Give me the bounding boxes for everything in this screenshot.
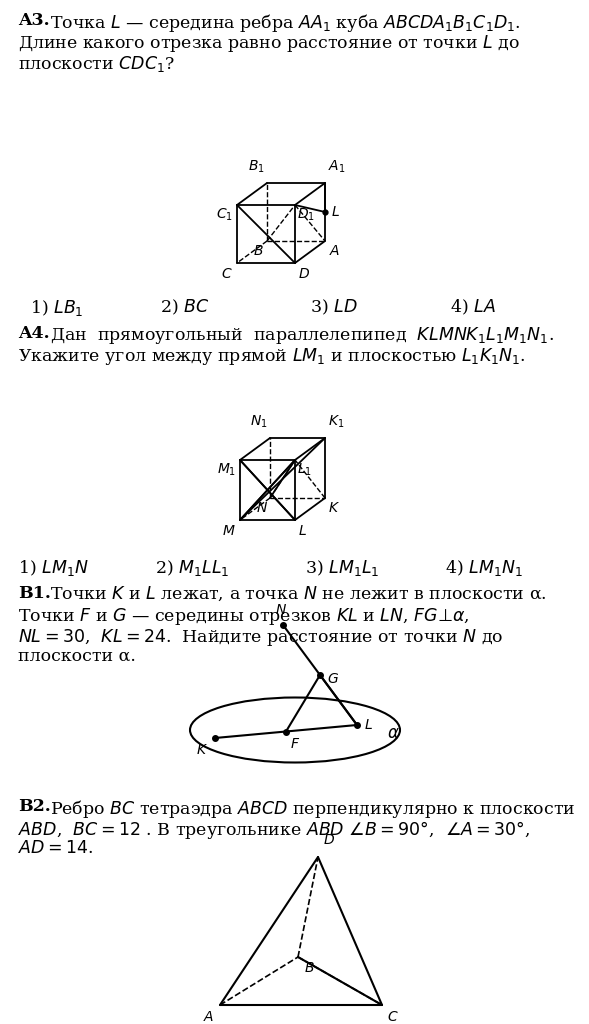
Text: 2) $M_1LL_1$: 2) $M_1LL_1$ — [155, 558, 230, 578]
Text: $\alpha$: $\alpha$ — [387, 725, 400, 742]
Text: A4.: A4. — [18, 325, 49, 342]
Text: плоскости α.: плоскости α. — [18, 648, 136, 665]
Text: $N$: $N$ — [275, 603, 287, 617]
Text: $NL = 30$,  $KL = 24$.  Найдите расстояние от точки $N$ до: $NL = 30$, $KL = 24$. Найдите расстояние… — [18, 627, 504, 648]
Text: $K$: $K$ — [196, 743, 208, 757]
Text: $A$: $A$ — [329, 244, 340, 258]
Text: 4) $LA$: 4) $LA$ — [450, 298, 496, 317]
Text: Точки $K$ и $L$ лежат, а точка $N$ не лежит в плоскости α.: Точки $K$ и $L$ лежат, а точка $N$ не ле… — [50, 585, 547, 603]
Text: $ABD$,  $BC = 12$ . В треугольнике $ABD$ $\angle B = 90°$,  $\angle A = 30°$,: $ABD$, $BC = 12$ . В треугольнике $ABD$ … — [18, 819, 530, 841]
Text: Точка $L$ — середина ребра $AA_1$ куба $ABCDA_1B_1C_1D_1$.: Точка $L$ — середина ребра $AA_1$ куба $… — [50, 12, 521, 34]
Text: 1) $LM_1N$: 1) $LM_1N$ — [18, 558, 89, 578]
Text: Длине какого отрезка равно расстояние от точки $L$ до: Длине какого отрезка равно расстояние от… — [18, 33, 520, 54]
Text: 3) $LM_1L_1$: 3) $LM_1L_1$ — [305, 558, 379, 578]
Text: $D_1$: $D_1$ — [297, 207, 315, 223]
Text: B1.: B1. — [18, 585, 51, 602]
Text: B2.: B2. — [18, 798, 51, 815]
Text: $M$: $M$ — [223, 524, 236, 538]
Text: $B$: $B$ — [253, 244, 264, 258]
Text: 2) $BC$: 2) $BC$ — [160, 298, 209, 317]
Text: $K$: $K$ — [328, 501, 340, 515]
Text: $B_1$: $B_1$ — [248, 159, 265, 175]
Text: $F$: $F$ — [290, 736, 300, 751]
Text: $M_1$: $M_1$ — [217, 462, 236, 478]
Text: $K_1$: $K_1$ — [328, 414, 345, 430]
Text: 4) $LM_1N_1$: 4) $LM_1N_1$ — [445, 558, 523, 578]
Text: Ребро $BC$ тетраэдра $ABCD$ перпендикулярно к плоскости: Ребро $BC$ тетраэдра $ABCD$ перпендикуля… — [50, 798, 575, 820]
Text: A3.: A3. — [18, 12, 49, 29]
Text: 3) $LD$: 3) $LD$ — [310, 298, 358, 317]
Text: $A$: $A$ — [203, 1010, 214, 1024]
Text: Укажите угол между прямой $LM_1$ и плоскостью $L_1K_1N_1$.: Укажите угол между прямой $LM_1$ и плоск… — [18, 346, 526, 367]
Text: $C_1$: $C_1$ — [216, 207, 233, 223]
Text: $A_1$: $A_1$ — [328, 159, 346, 175]
Text: $D$: $D$ — [323, 833, 335, 847]
Text: $L$: $L$ — [331, 205, 340, 219]
Text: $B$: $B$ — [304, 961, 315, 975]
Text: $L$: $L$ — [364, 718, 373, 732]
Text: Точки $F$ и $G$ — середины отрезков $KL$ и $LN$, $FG ⊥ α$,: Точки $F$ и $G$ — середины отрезков $KL$… — [18, 606, 469, 627]
Text: $C$: $C$ — [387, 1010, 399, 1024]
Text: $N$: $N$ — [256, 501, 268, 515]
Text: плоскости $CDC_1$?: плоскости $CDC_1$? — [18, 54, 175, 74]
Text: $N_1$: $N_1$ — [250, 414, 268, 430]
Text: Дан  прямоугольный  параллелепипед  $KLMNK_1L_1M_1N_1$.: Дан прямоугольный параллелепипед $KLMNK_… — [50, 325, 554, 346]
Text: $C$: $C$ — [221, 267, 233, 281]
Text: $L$: $L$ — [298, 524, 307, 538]
Text: $L_1$: $L_1$ — [297, 462, 312, 478]
Text: $G$: $G$ — [327, 672, 339, 686]
Text: $D$: $D$ — [298, 267, 310, 281]
Text: 1) $LB_1$: 1) $LB_1$ — [30, 298, 84, 318]
Text: $AD = 14$.: $AD = 14$. — [18, 840, 94, 857]
